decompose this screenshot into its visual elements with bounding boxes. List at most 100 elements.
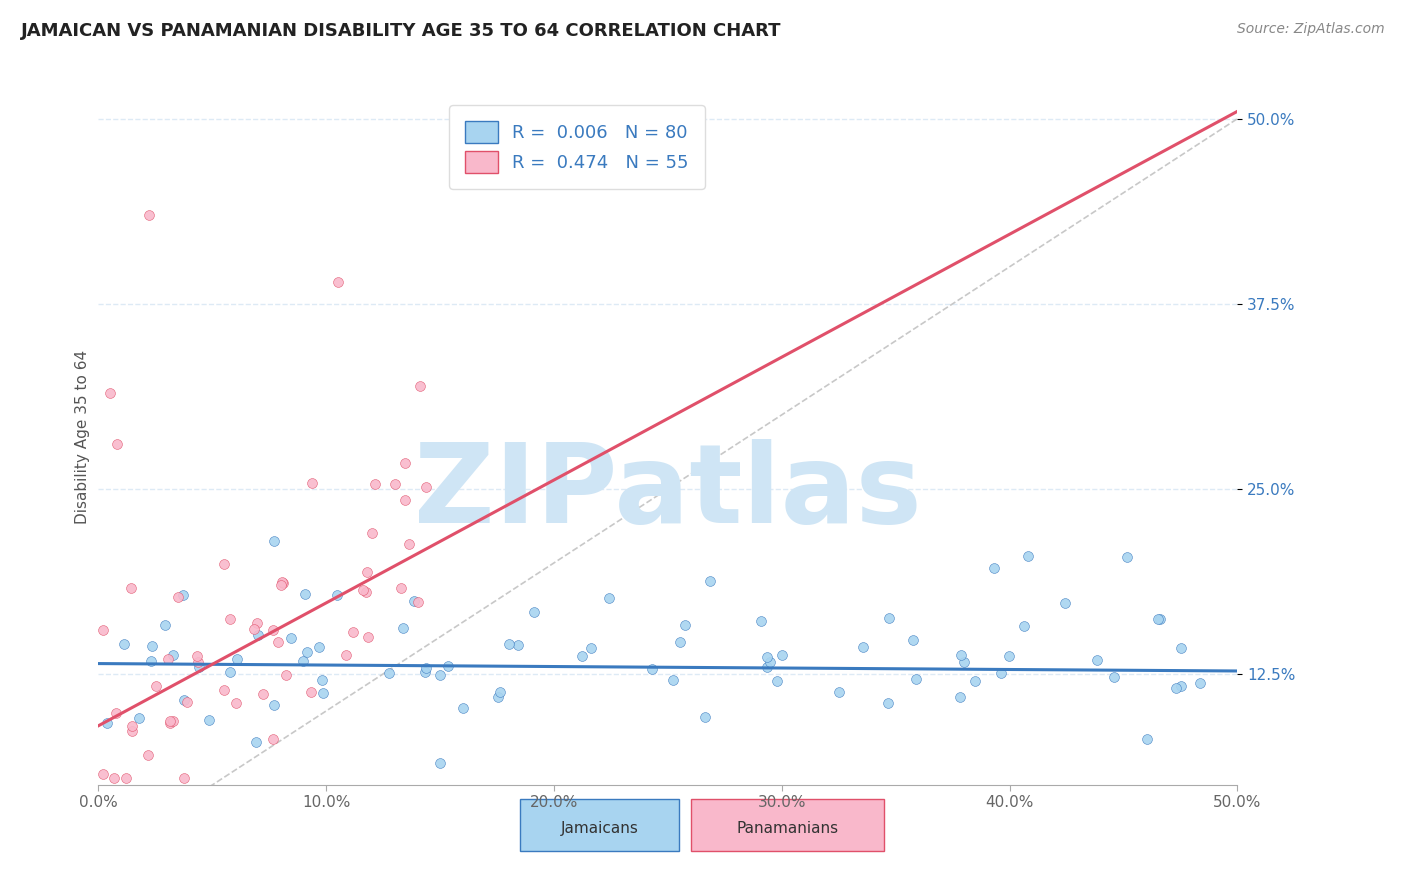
Point	[1170, 679, 1192, 693]
Point	[162, 714, 184, 728]
Point	[361, 525, 384, 540]
Point	[1149, 612, 1171, 626]
FancyBboxPatch shape	[520, 799, 679, 851]
Point	[1136, 731, 1159, 746]
Point	[662, 673, 685, 687]
Point	[498, 637, 520, 651]
Point	[246, 628, 269, 642]
Point	[953, 655, 976, 669]
Point	[392, 621, 415, 635]
Point	[965, 673, 987, 688]
Point	[755, 649, 778, 664]
Point	[901, 632, 924, 647]
Point	[103, 771, 125, 785]
Point	[141, 639, 163, 653]
Point	[308, 640, 330, 654]
Point	[1146, 612, 1168, 626]
Point	[271, 575, 294, 590]
Point	[186, 649, 208, 664]
Point	[270, 577, 292, 591]
Point	[1085, 653, 1108, 667]
Point	[299, 685, 322, 699]
Text: Source: ZipAtlas.com: Source: ZipAtlas.com	[1237, 22, 1385, 37]
Point	[1188, 675, 1211, 690]
Point	[1012, 619, 1035, 633]
Point	[669, 635, 692, 649]
Point	[695, 710, 717, 724]
Point	[770, 648, 793, 663]
Point	[173, 771, 195, 785]
Point	[159, 716, 181, 731]
Point	[198, 713, 221, 727]
Point	[766, 674, 789, 689]
Point	[214, 683, 236, 698]
Point	[990, 665, 1012, 680]
Point	[699, 574, 721, 588]
Point	[225, 652, 247, 666]
Text: JAMAICAN VS PANAMANIAN DISABILITY AGE 35 TO 64 CORRELATION CHART: JAMAICAN VS PANAMANIAN DISABILITY AGE 35…	[21, 22, 782, 40]
Point	[342, 625, 364, 640]
Point	[112, 637, 135, 651]
Point	[246, 616, 269, 631]
Text: Jamaicans: Jamaicans	[561, 821, 638, 836]
Point	[115, 771, 138, 785]
Point	[673, 618, 696, 632]
Point	[356, 565, 378, 579]
Point	[263, 698, 285, 712]
Point	[904, 672, 927, 686]
Point	[598, 591, 620, 605]
Point	[1102, 669, 1125, 683]
Point	[105, 437, 128, 451]
Point	[262, 623, 284, 637]
Point	[156, 652, 179, 666]
Point	[749, 614, 772, 628]
Point	[245, 734, 267, 748]
Point	[301, 475, 323, 490]
Point	[138, 208, 160, 222]
Point	[242, 622, 264, 636]
Point	[571, 648, 593, 663]
Point	[98, 385, 121, 400]
Point	[1166, 681, 1188, 696]
Point	[262, 732, 284, 747]
Point	[402, 594, 425, 608]
Point	[415, 480, 437, 494]
Point	[295, 645, 318, 659]
Point	[394, 456, 416, 470]
Point	[214, 558, 236, 572]
Point	[121, 723, 143, 738]
Point	[949, 690, 972, 705]
Text: Panamanians: Panamanians	[737, 821, 838, 836]
Point	[378, 666, 401, 681]
Point	[877, 696, 900, 710]
Point	[1170, 641, 1192, 656]
Point	[756, 660, 779, 674]
Point	[506, 639, 529, 653]
Point	[641, 662, 664, 676]
Point	[166, 590, 188, 604]
Point	[759, 655, 782, 669]
Point	[188, 660, 211, 674]
Point	[292, 654, 315, 668]
Point	[409, 379, 432, 393]
Point	[998, 649, 1021, 664]
Point	[1054, 596, 1077, 610]
Point	[827, 685, 849, 699]
Point	[311, 673, 333, 687]
Point	[451, 700, 474, 714]
Point	[949, 648, 972, 662]
Point	[363, 477, 385, 491]
Point	[263, 533, 285, 548]
Point	[91, 623, 114, 637]
Point	[406, 595, 429, 609]
Point	[270, 575, 292, 590]
Point	[437, 658, 460, 673]
Point	[280, 631, 302, 645]
Point	[187, 655, 209, 669]
Legend: R =  0.006   N = 80, R =  0.474   N = 55: R = 0.006 N = 80, R = 0.474 N = 55	[449, 105, 704, 189]
Point	[326, 588, 349, 602]
Point	[176, 695, 198, 709]
Point	[983, 561, 1005, 575]
Point	[145, 679, 167, 693]
Point	[136, 748, 159, 763]
